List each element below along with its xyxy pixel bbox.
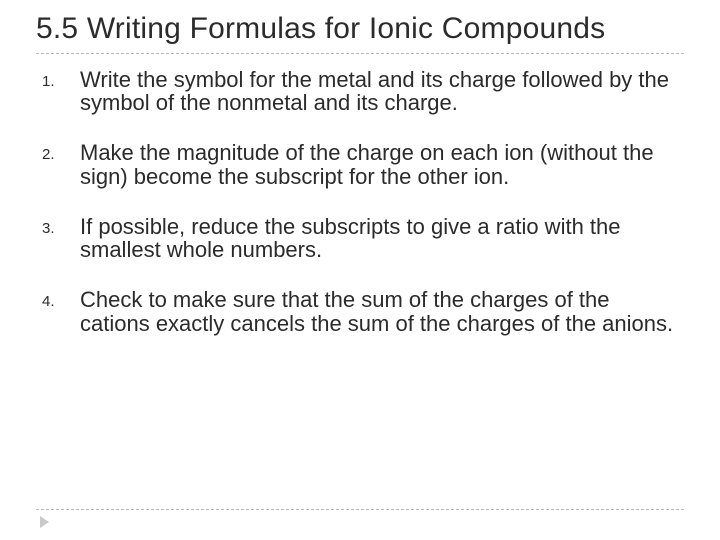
item-text: Write the symbol for the metal and its c…: [80, 68, 684, 116]
item-text: Make the magnitude of the charge on each…: [80, 141, 684, 189]
list-item: 2. Make the magnitude of the charge on e…: [36, 141, 684, 189]
footer-divider: [36, 509, 684, 510]
steps-list: 1. Write the symbol for the metal and it…: [36, 68, 684, 336]
item-number: 2.: [36, 141, 80, 163]
arrow-icon: [40, 516, 49, 528]
item-text: If possible, reduce the subscripts to gi…: [80, 215, 684, 263]
item-number: 3.: [36, 215, 80, 237]
list-item: 1. Write the symbol for the metal and it…: [36, 68, 684, 116]
list-item: 4. Check to make sure that the sum of th…: [36, 288, 684, 336]
item-text: Check to make sure that the sum of the c…: [80, 288, 684, 336]
item-number: 4.: [36, 288, 80, 310]
slide-title: 5.5 Writing Formulas for Ionic Compounds: [36, 12, 684, 47]
item-number: 1.: [36, 68, 80, 90]
list-item: 3. If possible, reduce the subscripts to…: [36, 215, 684, 263]
title-divider: [36, 53, 684, 54]
